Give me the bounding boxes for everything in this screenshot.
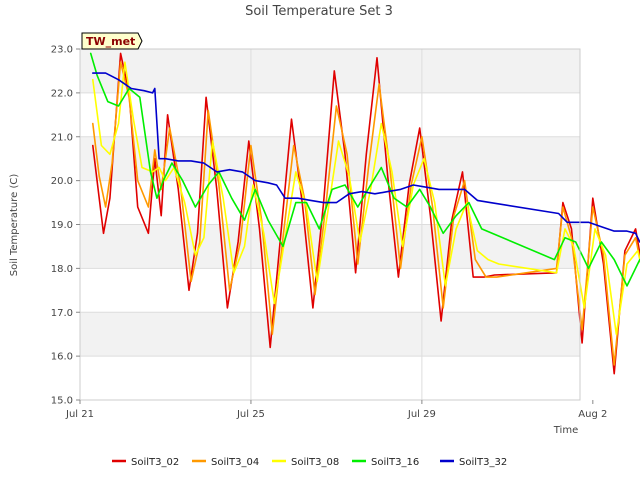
x-axis-title: Time xyxy=(553,425,578,436)
plot-band xyxy=(80,49,580,93)
y-tick-label: 19.0 xyxy=(51,220,73,231)
legend-item: SoilT3_08 xyxy=(272,457,339,468)
y-tick-label: 22.0 xyxy=(51,88,73,99)
x-tick-label: Aug 2 xyxy=(578,409,607,420)
chart-title: Soil Temperature Set 3 xyxy=(245,4,393,19)
y-axis-title: Soil Temperature (C) xyxy=(9,174,20,277)
legend-label: SoilT3_08 xyxy=(291,457,339,468)
site-badge-box xyxy=(81,32,143,50)
legend-label: SoilT3_32 xyxy=(459,457,507,468)
x-axis-ticks: Jul 21 Jul 25 Jul 29 Aug 2 xyxy=(65,400,607,420)
x-tick-label: Jul 29 xyxy=(407,409,436,420)
legend-item: SoilT3_32 xyxy=(440,457,507,468)
y-tick-label: 23.0 xyxy=(51,45,73,56)
series-line-soilt3-32 xyxy=(92,72,640,243)
site-badge-label: TW_met xyxy=(86,35,135,48)
y-tick-label: 21.0 xyxy=(51,132,73,143)
legend-label: SoilT3_04 xyxy=(211,457,259,468)
x-tick-label: Jul 21 xyxy=(65,409,94,420)
plot-band xyxy=(80,312,580,357)
site-badge: TW_met xyxy=(81,32,143,50)
plot-band xyxy=(80,356,580,400)
legend-item: SoilT3_02 xyxy=(112,457,179,468)
legend: SoilT3_02 SoilT3_04 SoilT3_08 SoilT3_16 Soil… xyxy=(112,457,507,468)
plot-band xyxy=(80,224,580,269)
y-axis-ticks: 15.0 16.0 17.0 18.0 19.0 20.0 21.0 22.0 23.0 xyxy=(51,45,80,407)
x-tick-label: Jul 25 xyxy=(236,409,265,420)
y-tick-label: 15.0 xyxy=(51,396,73,407)
legend-item: SoilT3_04 xyxy=(192,457,259,468)
y-tick-label: 18.0 xyxy=(51,264,73,275)
y-tick-label: 16.0 xyxy=(51,352,73,363)
legend-label: SoilT3_16 xyxy=(371,457,419,468)
series-lines xyxy=(89,52,640,375)
y-tick-label: 17.0 xyxy=(51,308,73,319)
series-line-soilt3-16 xyxy=(89,52,640,287)
series-line-soilt3-04 xyxy=(92,61,640,366)
legend-label: SoilT3_02 xyxy=(131,457,179,468)
y-tick-label: 20.0 xyxy=(51,176,73,187)
legend-item: SoilT3_16 xyxy=(352,457,419,468)
